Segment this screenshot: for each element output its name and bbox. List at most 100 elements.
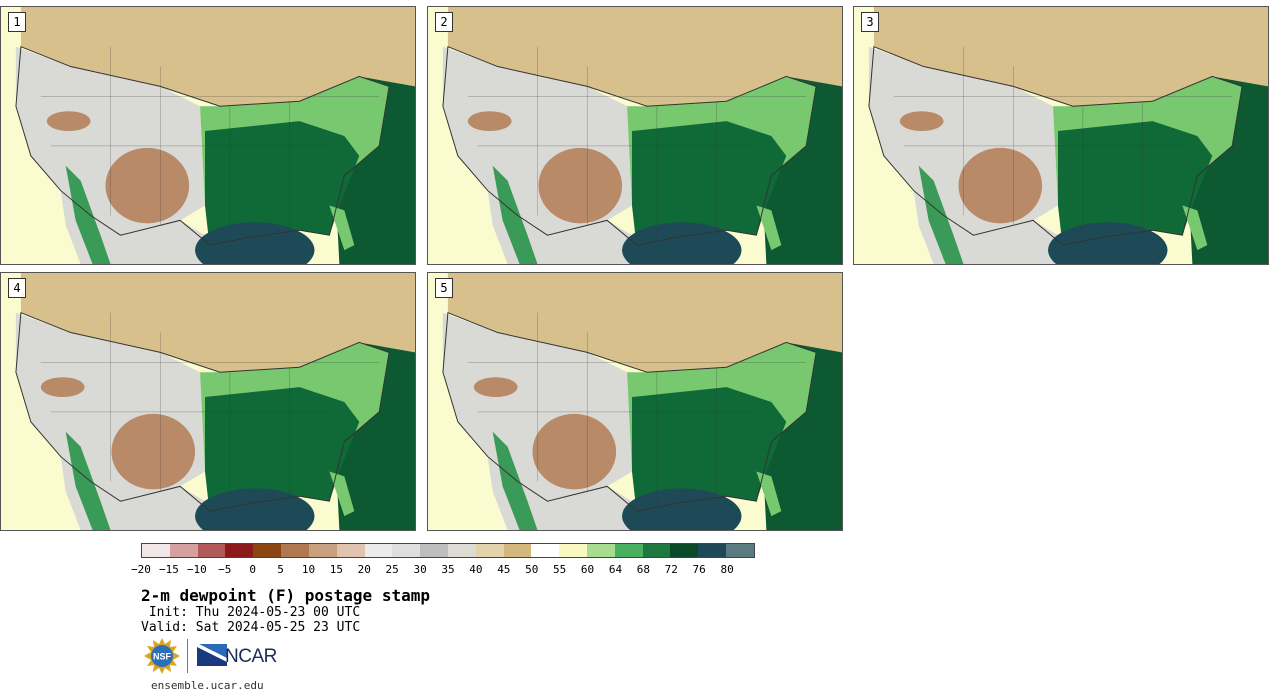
colorbar-swatch: [197, 544, 226, 557]
colorbar-swatch: [642, 544, 671, 557]
colorbar-swatch: [447, 544, 476, 557]
colorbar-tick-label: 20: [357, 563, 371, 576]
colorbar-tick-label: 64: [608, 563, 623, 576]
colorbar-swatch: [614, 544, 643, 557]
florida: [329, 205, 355, 251]
panel-number: 3: [861, 12, 879, 32]
map-panel: 4: [0, 272, 416, 531]
colorbar-swatch: [726, 544, 754, 557]
ncar-logo: [197, 644, 227, 666]
panel-number: 4: [8, 278, 26, 298]
dry-region: [40, 377, 85, 398]
dry-region: [899, 111, 944, 132]
colorbar-tick-label: 80: [720, 563, 734, 576]
colorbar-swatch: [420, 544, 448, 557]
colorbar-tick-label: −10: [186, 563, 207, 576]
colorbar-tick-label: 55: [553, 563, 567, 576]
state-lines: [40, 312, 380, 507]
map-panel: 3: [853, 6, 1269, 265]
colorbar-tick-label: 60: [580, 563, 595, 576]
panel-number: 1: [8, 12, 26, 32]
colorbar-swatch: [253, 544, 282, 557]
colorbar-swatch: [392, 544, 421, 557]
colorbar-tick-label: −20: [131, 563, 151, 576]
east-deep-moisture: [205, 387, 360, 517]
map-panel: 1: [0, 6, 416, 265]
map-panel: 2: [427, 6, 843, 265]
colorbar-tick-label: 50: [525, 563, 539, 576]
florida: [756, 205, 782, 251]
panel-number: 5: [435, 278, 453, 298]
svg-text:NSF: NSF: [153, 652, 172, 662]
florida: [756, 471, 782, 517]
valid-time: Valid: Sat 2024-05-25 23 UTC: [141, 620, 361, 635]
us-border: [442, 45, 817, 246]
colorbar-swatch: [169, 544, 198, 557]
panel-number: 2: [435, 12, 453, 32]
colorbar-swatch: [225, 544, 254, 557]
florida: [1182, 205, 1208, 251]
us-border: [868, 45, 1243, 246]
canada-region: [20, 7, 415, 107]
mexico-coast-moisture: [492, 165, 538, 264]
state-lines: [893, 46, 1233, 241]
colorbar-tick-label: −5: [218, 563, 232, 576]
colorbar-tick-label: 68: [636, 563, 650, 576]
dry-region: [538, 147, 623, 224]
dry-region: [532, 413, 617, 490]
colorbar-tick-label: 72: [664, 563, 678, 576]
colorbar-swatch: [559, 544, 587, 557]
colorbar-swatch: [364, 544, 393, 557]
colorbar-swatch: [670, 544, 699, 557]
colorbar-ticks: −20 −15 −10 −5 0 5 10 15 20 25 30 35 40 45 50 55 60 64 68 7…: [131, 563, 755, 577]
colorbar-swatch: [698, 544, 727, 557]
dry-region: [467, 111, 512, 132]
colorbar-swatch: [308, 544, 337, 557]
colorbar-tick-label: 5: [277, 563, 284, 576]
colorbar-tick-label: 0: [249, 563, 256, 576]
state-lines: [467, 312, 807, 507]
colorbar-tick-label: 45: [497, 563, 511, 576]
canada-region: [447, 7, 842, 107]
us-border: [15, 45, 390, 246]
colorbar-tick-label: 35: [441, 563, 455, 576]
canada-region: [873, 7, 1268, 107]
colorbar-swatch: [336, 544, 365, 557]
colorbar: [141, 543, 755, 558]
colorbar-tick-label: 10: [301, 563, 316, 576]
nsf-logo: NSF: [144, 638, 180, 674]
us-border: [15, 311, 390, 512]
east-deep-moisture: [632, 121, 787, 251]
colorbar-tick-label: 40: [469, 563, 483, 576]
colorbar-tick-label: 76: [692, 563, 706, 576]
florida: [329, 471, 355, 517]
colorbar-tick-label: 30: [413, 563, 427, 576]
colorbar-swatch: [142, 544, 170, 557]
east-deep-moisture: [205, 121, 360, 251]
canada-region: [447, 273, 842, 373]
canada-region: [20, 273, 415, 373]
dry-region: [105, 147, 190, 224]
dry-region: [111, 413, 196, 490]
dry-region: [473, 377, 518, 398]
mexico-coast-moisture: [65, 165, 111, 264]
mexico-coast-moisture: [492, 431, 538, 530]
state-lines: [40, 46, 380, 241]
colorbar-swatch: [531, 544, 560, 557]
state-lines: [467, 46, 807, 241]
mexico-coast-moisture: [65, 431, 111, 530]
map-panel: 5: [427, 272, 843, 531]
east-deep-moisture: [632, 387, 787, 517]
colorbar-swatch: [281, 544, 309, 557]
colorbar-tick-label: 25: [385, 563, 399, 576]
colorbar-swatch: [587, 544, 615, 557]
colorbar-tick-label: 15: [329, 563, 343, 576]
dry-region: [958, 147, 1043, 224]
site-url: ensemble.ucar.edu: [151, 679, 264, 692]
logo-divider: [187, 639, 188, 673]
colorbar-swatch: [475, 544, 504, 557]
us-border: [442, 311, 817, 512]
chart-title: 2-m dewpoint (F) postage stamp: [141, 586, 430, 605]
colorbar-swatch: [503, 544, 532, 557]
ncar-wordmark: NCAR: [225, 646, 277, 667]
